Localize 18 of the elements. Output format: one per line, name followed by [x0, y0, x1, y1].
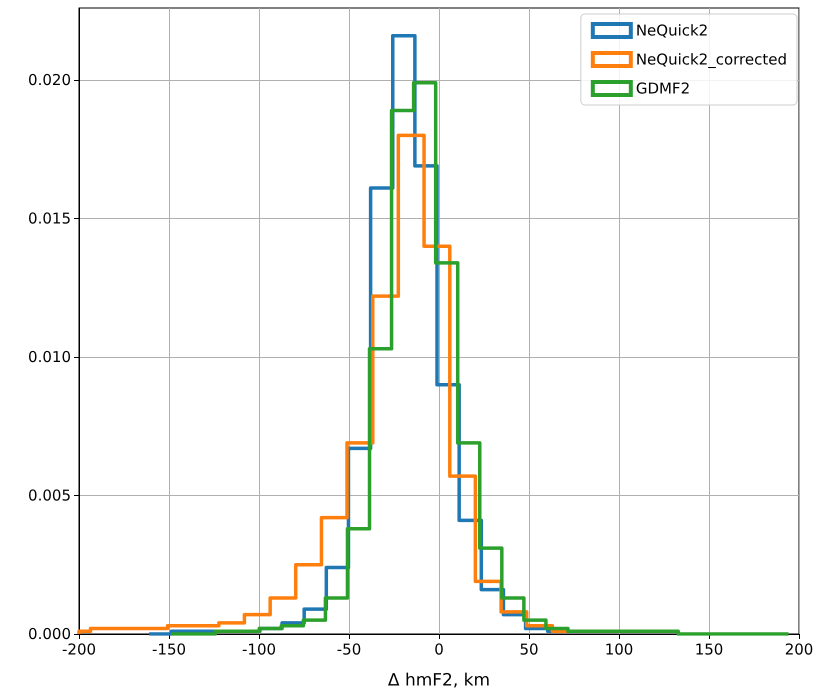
x-tick-label: 200 [784, 640, 814, 658]
x-tick-label: 150 [694, 640, 724, 658]
y-tick-label: 0.000 [28, 625, 71, 643]
x-tick-label: 0 [434, 640, 444, 658]
x-tick-label: -150 [152, 640, 186, 658]
x-tick-label: -50 [336, 640, 362, 658]
x-tick-label: 100 [604, 640, 634, 658]
legend-label: NeQuick2_corrected [636, 50, 788, 68]
x-tick-label: -100 [242, 640, 276, 658]
y-tick-label: 0.020 [28, 71, 71, 90]
legend-label: GDMF2 [636, 80, 690, 98]
legend-label: NeQuick2 [636, 22, 708, 40]
y-tick-label: 0.010 [28, 348, 71, 366]
x-axis-title: Δ hmF2, km [388, 670, 490, 690]
y-tick-label: 0.015 [28, 210, 71, 228]
x-tick-label: 50 [519, 640, 539, 658]
y-tick-label: 0.005 [28, 486, 71, 505]
x-tick-label: -200 [62, 640, 96, 658]
